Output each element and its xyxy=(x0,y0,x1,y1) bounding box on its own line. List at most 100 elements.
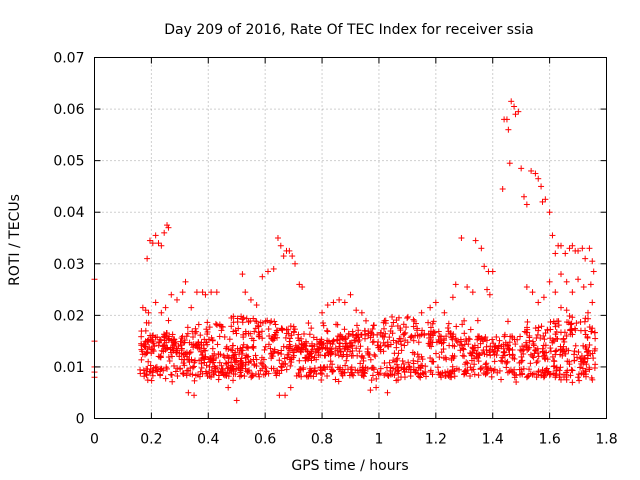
data-point xyxy=(354,352,361,359)
data-point xyxy=(339,335,346,342)
data-point xyxy=(230,313,237,320)
data-point xyxy=(588,374,595,381)
data-point xyxy=(580,283,587,290)
data-point xyxy=(268,365,275,372)
data-point xyxy=(332,345,339,352)
data-point xyxy=(493,333,500,340)
data-point xyxy=(143,349,150,356)
data-point xyxy=(204,319,211,326)
data-point xyxy=(329,341,336,348)
data-point xyxy=(165,317,172,324)
data-point xyxy=(256,373,263,380)
data-point xyxy=(448,334,455,341)
data-point xyxy=(417,374,424,381)
data-point xyxy=(197,348,204,355)
data-point xyxy=(239,271,246,278)
data-point xyxy=(405,359,412,366)
data-point xyxy=(324,302,331,309)
data-point xyxy=(355,327,362,334)
data-point xyxy=(174,373,181,380)
data-point xyxy=(313,356,320,363)
data-point xyxy=(543,349,550,356)
data-point xyxy=(569,314,576,321)
data-point xyxy=(282,392,289,399)
data-point xyxy=(467,326,474,333)
data-point xyxy=(142,307,149,314)
y-tick-label: 0.04 xyxy=(53,205,84,221)
y-tick-label: 0.02 xyxy=(53,308,84,324)
data-point xyxy=(145,358,152,365)
data-point xyxy=(259,328,266,335)
data-point xyxy=(394,364,401,371)
data-point xyxy=(247,296,254,303)
data-point xyxy=(373,384,380,391)
data-point xyxy=(198,360,205,367)
data-point xyxy=(330,337,337,344)
data-point xyxy=(245,330,252,337)
data-point xyxy=(527,360,534,367)
data-point xyxy=(518,165,525,172)
data-point xyxy=(527,351,534,358)
data-point xyxy=(199,351,206,358)
data-point xyxy=(293,347,300,354)
data-point xyxy=(493,352,500,359)
data-point xyxy=(538,371,545,378)
data-point xyxy=(557,376,564,383)
data-point xyxy=(589,325,596,332)
data-point xyxy=(521,193,528,200)
data-point xyxy=(400,366,407,373)
data-point xyxy=(526,344,533,351)
data-point xyxy=(442,354,449,361)
data-point xyxy=(505,126,512,133)
data-point xyxy=(512,341,519,348)
data-point xyxy=(285,345,292,352)
data-point xyxy=(191,359,198,366)
data-point xyxy=(475,358,482,365)
data-point xyxy=(287,384,294,391)
data-point xyxy=(377,365,384,372)
data-point xyxy=(162,375,169,382)
data-point xyxy=(530,342,537,349)
data-point xyxy=(290,349,297,356)
data-point xyxy=(549,353,556,360)
data-point xyxy=(477,335,484,342)
data-point xyxy=(170,362,177,369)
data-point xyxy=(144,377,151,384)
data-point xyxy=(539,345,546,352)
data-point xyxy=(494,369,501,376)
data-point xyxy=(506,339,513,346)
data-point xyxy=(157,353,164,360)
data-point xyxy=(582,343,589,350)
data-point xyxy=(568,366,575,373)
data-point xyxy=(554,335,561,342)
data-point xyxy=(519,371,526,378)
data-point xyxy=(175,343,182,350)
data-point xyxy=(152,232,159,239)
data-point xyxy=(270,335,277,342)
data-point xyxy=(371,351,378,358)
data-point xyxy=(429,320,436,327)
data-point xyxy=(363,317,370,324)
data-point xyxy=(352,337,359,344)
data-point xyxy=(469,289,476,296)
data-point xyxy=(346,340,353,347)
data-point xyxy=(189,328,196,335)
data-point xyxy=(183,367,190,374)
data-point xyxy=(516,359,523,366)
data-point xyxy=(138,328,145,335)
data-point xyxy=(445,320,452,327)
data-point xyxy=(139,351,146,358)
data-point xyxy=(144,255,151,262)
data-point xyxy=(341,326,348,333)
data-point xyxy=(481,263,488,270)
data-point xyxy=(255,323,262,330)
data-point xyxy=(209,337,216,344)
data-point xyxy=(345,330,352,337)
data-point xyxy=(367,356,374,363)
data-point xyxy=(503,364,510,371)
data-point xyxy=(418,309,425,316)
data-point xyxy=(557,329,564,336)
data-point xyxy=(259,361,266,368)
data-point xyxy=(567,372,574,379)
data-point xyxy=(332,376,339,383)
